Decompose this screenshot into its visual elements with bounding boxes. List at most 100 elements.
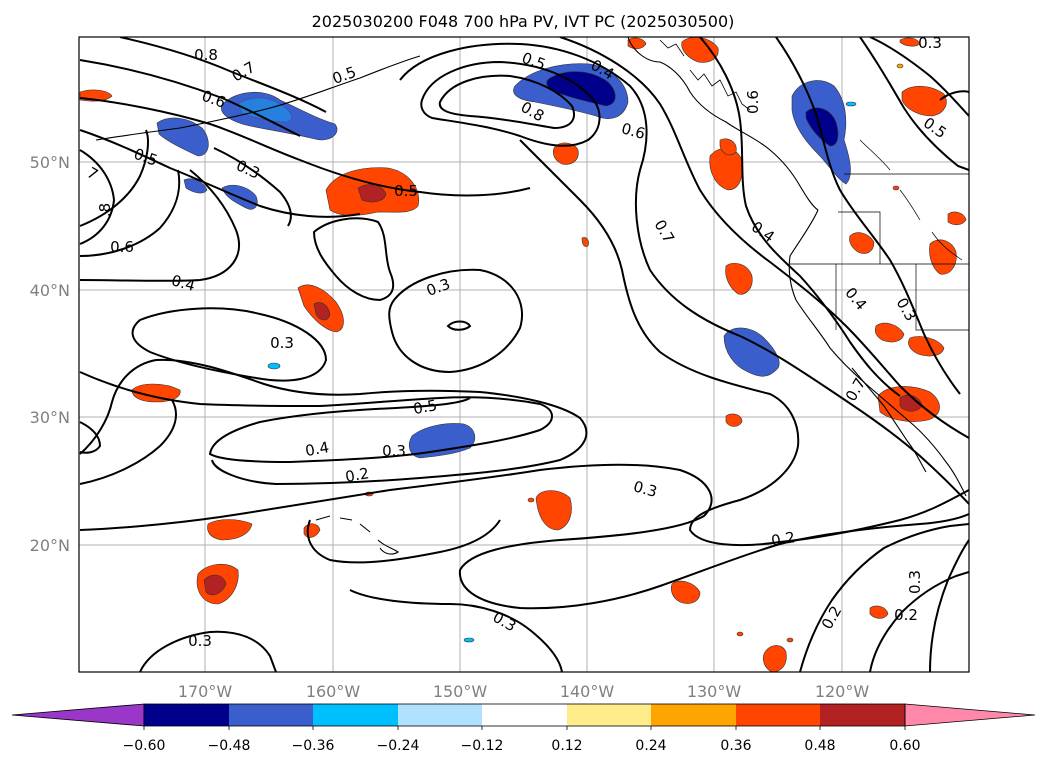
- hawaii-islands: [315, 515, 399, 555]
- contour-label: 0.6: [744, 90, 762, 114]
- cb-tick-label: −0.48: [208, 738, 251, 754]
- lon-label-140w: 140°W: [560, 682, 615, 701]
- cb-tick-label: 0.60: [889, 738, 920, 754]
- pos-patch-tropic-mid: [670, 580, 701, 604]
- contour-0-4-left: [79, 169, 240, 282]
- colorbar: −0.60 −0.48 −0.36 −0.24 −0.12 0.12 0.24 …: [11, 703, 1036, 754]
- cb-tick-label: 0.12: [551, 738, 582, 754]
- colorbar-seg-4: [398, 704, 482, 726]
- neg-patch-west: [156, 117, 209, 157]
- colorbar-seg-5: [482, 704, 567, 726]
- colorbar-extend-low: [11, 703, 145, 727]
- contour-label: 0.5: [412, 396, 439, 418]
- contour-label: 0.3: [918, 34, 942, 52]
- contour-0-4-ne: [869, 37, 969, 117]
- coastlines: [95, 37, 969, 555]
- contour-0-2-se: [799, 523, 969, 672]
- pos-patch-ca-offshore: [725, 263, 753, 295]
- map-frame: [78, 36, 970, 673]
- lat-label-50n: 50°N: [30, 153, 70, 172]
- pos-patch-dateline: [131, 383, 181, 403]
- baja-peninsula: [851, 367, 927, 473]
- pos-patch-north-pac-1: [552, 142, 579, 165]
- contour-0-2-mid: [79, 463, 969, 610]
- contour-0-3-sw: [139, 630, 277, 672]
- alaska-coast: [627, 37, 819, 211]
- colorbar-ticks: [143, 726, 906, 730]
- lon-label-170w: 170°W: [178, 682, 233, 701]
- contour-0-5-ne-right: [939, 90, 969, 101]
- pos-patch-idaho: [929, 239, 957, 275]
- canada-coast-bits: [859, 139, 963, 261]
- contour-label: 0.5: [394, 182, 418, 200]
- colorbar-seg-8: [736, 704, 820, 726]
- cb-tick-label: 0.24: [635, 738, 666, 754]
- neg-patch-california: [723, 327, 780, 377]
- pos-patch-ne-1: [901, 85, 947, 117]
- contour-label: 0.6: [110, 238, 134, 256]
- colorbar-seg-7: [651, 704, 736, 726]
- pos-patch-dot-1: [725, 413, 743, 427]
- pos-patch-dot-5: [736, 631, 744, 637]
- cb-tick-label: −0.36: [292, 738, 335, 754]
- contour-label: 0.3: [270, 334, 294, 352]
- contour-0-8-left: [79, 149, 116, 245]
- contour-label: 0.2: [894, 606, 918, 624]
- contour-label: 0.3: [188, 632, 212, 650]
- pos-patch-east-edge: [947, 211, 967, 226]
- contour-0-4-mid: [312, 217, 395, 302]
- cb-tick-label: 0.36: [720, 738, 751, 754]
- aleutian-chain: [95, 55, 421, 141]
- contour-0-4-east: [699, 37, 901, 397]
- contour-0-6-gulf-loop: [438, 74, 575, 130]
- pos-patch-subtrop-1: [535, 490, 572, 531]
- contour-0-3-south: [349, 589, 563, 672]
- colorbar-extend-high: [904, 703, 1036, 727]
- lon-label-150w: 150°W: [433, 682, 488, 701]
- contour-label: 0.6: [619, 119, 647, 143]
- neg-patch-dot-1: [267, 362, 281, 370]
- pos-patch-dot-7: [892, 185, 900, 191]
- contour-label: 0.3: [631, 477, 659, 501]
- contour-label: .8: [96, 203, 114, 217]
- lon-label-160w: 160°W: [306, 682, 361, 701]
- neg-patch-small-1: [183, 178, 208, 194]
- contour-0-7-gulf: [399, 42, 969, 505]
- west-coast-na: [788, 209, 967, 497]
- pos-patch-hi-west-core: [313, 302, 331, 321]
- neg-patch-dot-2: [463, 637, 475, 643]
- contour-0-6-left: [79, 129, 149, 227]
- colorbar-seg-1: [144, 704, 229, 726]
- lat-label-40n: 40°N: [30, 281, 70, 300]
- contour-0-5-left: [79, 169, 181, 257]
- neg-patch-dot-3: [845, 101, 857, 107]
- colorbar-outline: [143, 703, 906, 727]
- pos-patch-ne-2: [899, 37, 921, 47]
- longitude-labels: 170°W 160°W 150°W 140°W 130°W 120°W: [178, 682, 870, 701]
- contour-0-8-nw: [119, 37, 327, 113]
- colorbar-tick-labels: −0.60 −0.48 −0.36 −0.24 −0.12 0.12 0.24 …: [123, 738, 921, 754]
- pos-patch-tropic-e: [869, 605, 889, 619]
- contour-0-5-gulf-loop: [420, 60, 601, 147]
- colorbar-seg-6: [567, 704, 651, 726]
- contour-0-3-left-edge: [79, 421, 102, 454]
- contour-0-4-subtrop: [79, 358, 588, 486]
- pos-patch-dot-8: [896, 63, 904, 69]
- contour-label: 0.2: [344, 464, 371, 486]
- lat-label-30n: 30°N: [30, 408, 70, 427]
- pos-patch-bc-small: [719, 138, 737, 156]
- pos-patch-oregon: [849, 232, 875, 254]
- pos-patch-subtrop-2: [207, 519, 253, 541]
- pos-patch-central-core: [357, 184, 387, 203]
- colorbar-seg-2: [229, 704, 313, 726]
- contour-0-2-se-2: [869, 571, 969, 672]
- contour-0-6-north: [79, 97, 531, 197]
- contour-0-6-east: [559, 37, 969, 439]
- contour-label: 0.3: [382, 442, 406, 460]
- colorbar-seg-3: [313, 704, 398, 726]
- map-title: 2025030200 F048 700 hPa PV, IVT PC (2025…: [312, 12, 735, 31]
- contour-0-5-north: [79, 129, 361, 218]
- pos-patch-tropic-se: [762, 645, 787, 672]
- contour-0-3-north: [213, 147, 292, 227]
